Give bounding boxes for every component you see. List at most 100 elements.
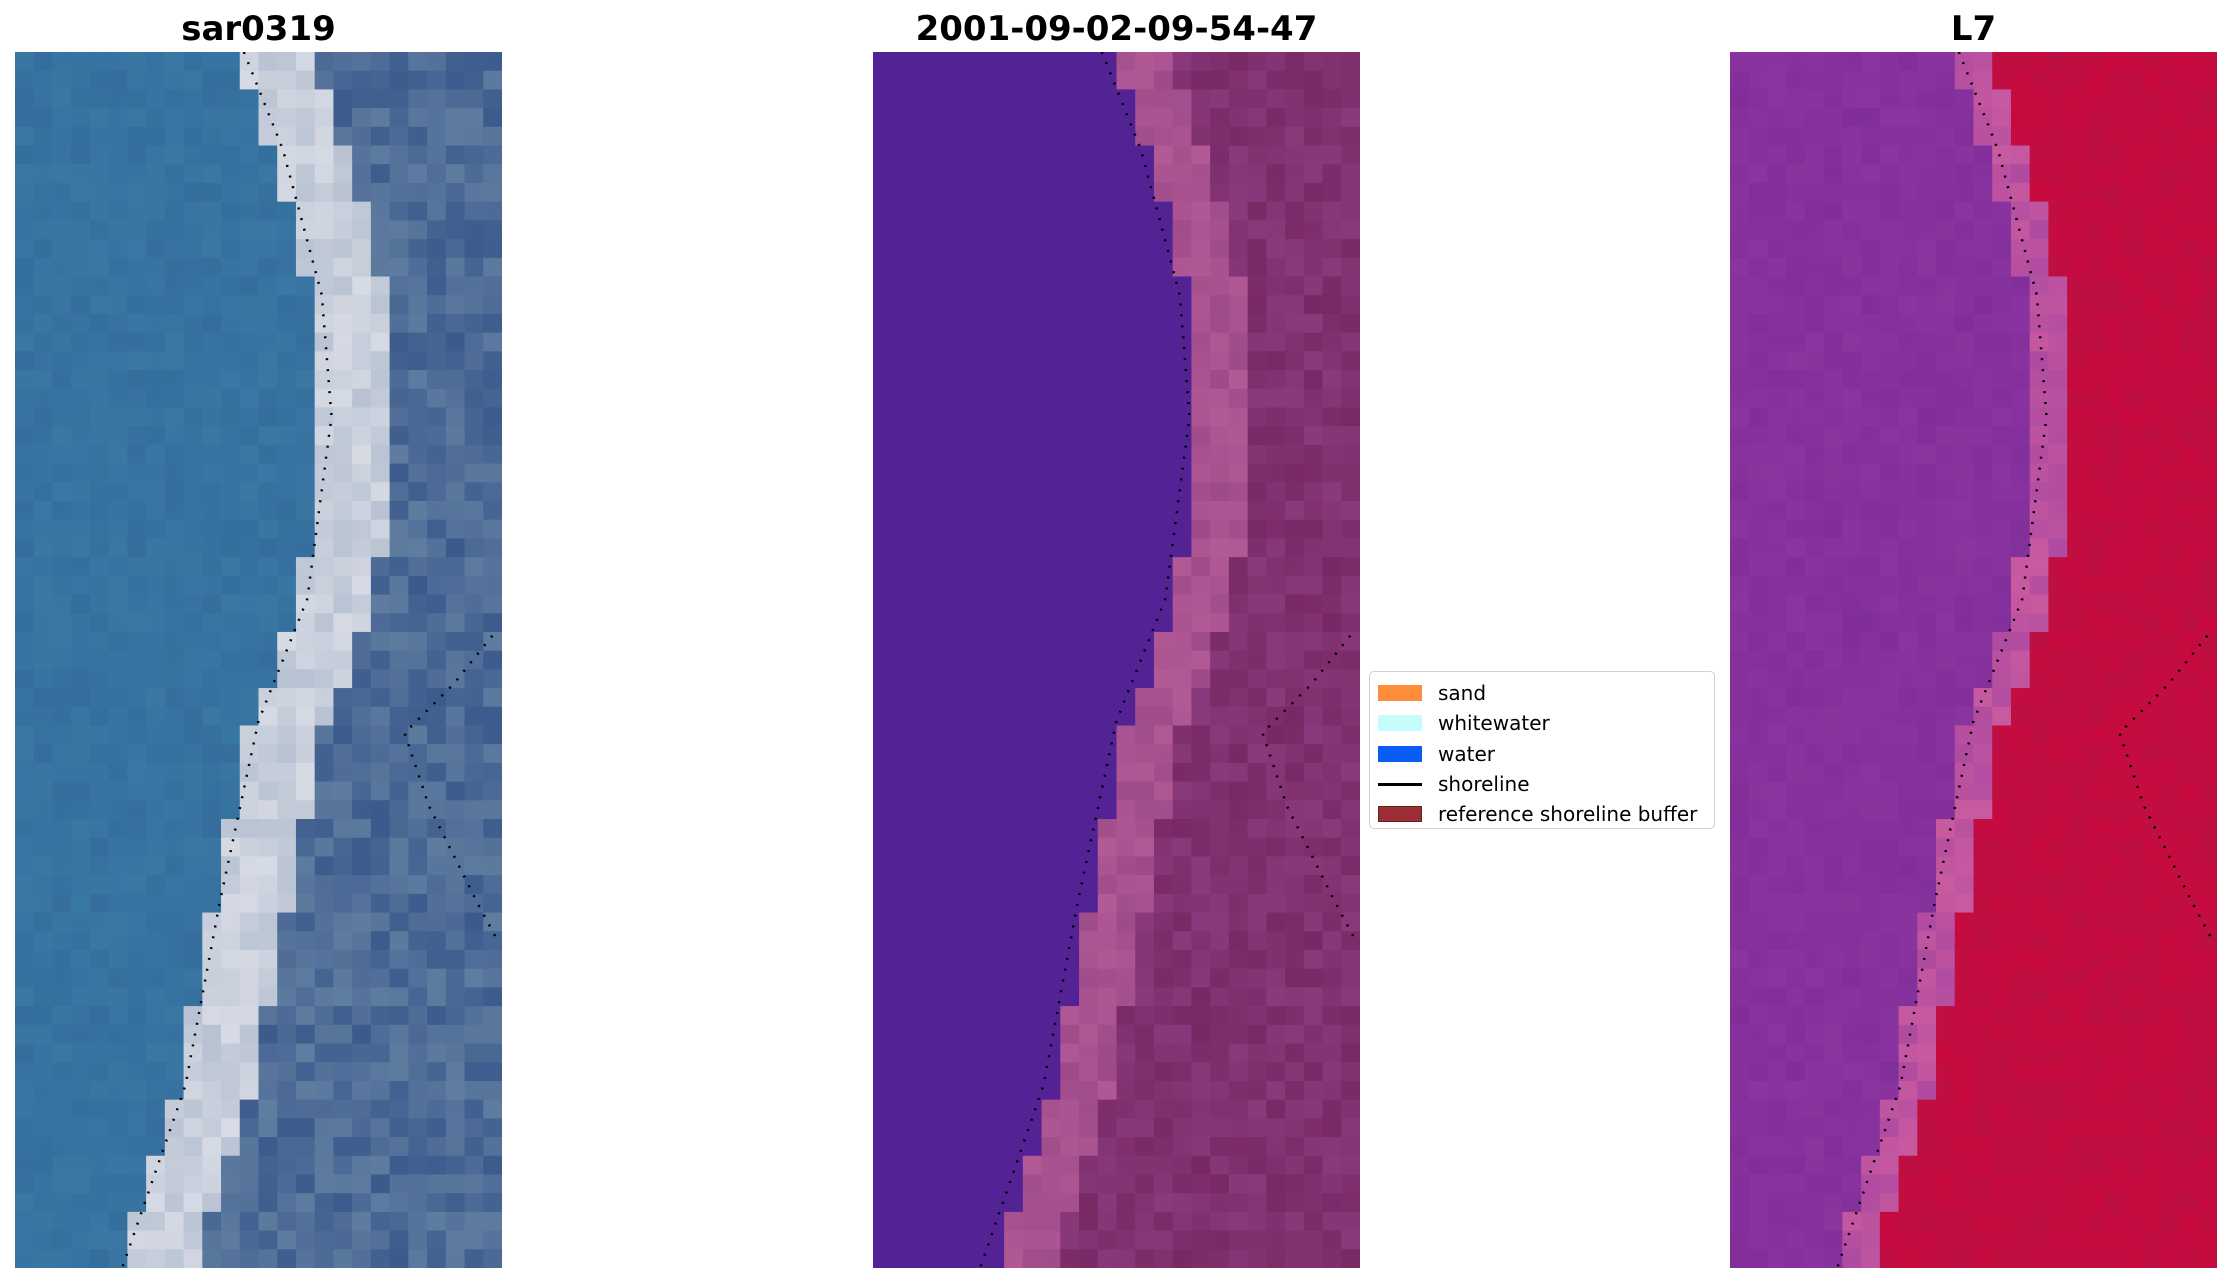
class-pixel	[1341, 145, 1360, 165]
mndwi-pixel	[2048, 257, 2068, 278]
mndwi-pixel	[2123, 762, 2143, 783]
class-pixel	[929, 1137, 949, 1157]
rgb-pixel	[71, 201, 91, 221]
class-pixel	[910, 108, 930, 128]
class-pixel	[1210, 1099, 1230, 1119]
class-pixel	[1266, 370, 1286, 390]
mndwi-pixel	[2010, 744, 2031, 764]
rgb-pixel	[258, 688, 278, 708]
class-pixel	[1041, 108, 1061, 128]
class-pixel	[1022, 912, 1043, 932]
class-pixel	[1097, 893, 1118, 914]
class-pixel	[1285, 744, 1305, 764]
class-pixel	[1210, 706, 1230, 727]
class-pixel	[1322, 1043, 1342, 1063]
rgb-pixel	[146, 52, 166, 72]
rgb-pixel	[108, 819, 128, 839]
class-pixel	[1004, 276, 1024, 296]
class-pixel	[1341, 669, 1360, 689]
class-pixel	[1060, 1118, 1080, 1138]
class-pixel	[1210, 126, 1230, 147]
rgb-pixel	[146, 912, 166, 932]
rgb-pixel	[52, 781, 72, 801]
class-pixel	[1135, 819, 1155, 839]
mndwi-pixel	[1954, 1155, 1975, 1176]
mndwi-pixel	[1898, 837, 1918, 858]
mndwi-pixel	[1973, 1006, 1993, 1026]
class-pixel	[1285, 444, 1305, 465]
rgb-pixel	[464, 164, 484, 184]
rgb-pixel	[15, 987, 35, 1007]
class-pixel	[873, 631, 893, 652]
rgb-pixel	[15, 1137, 35, 1157]
rgb-pixel	[146, 313, 166, 334]
rgb-pixel	[202, 893, 222, 914]
mndwi-pixel	[1898, 164, 1918, 184]
rgb-pixel	[239, 594, 260, 614]
mndwi-pixel	[2085, 744, 2106, 764]
class-pixel	[1266, 949, 1286, 970]
class-pixel	[1135, 538, 1155, 558]
mndwi-pixel	[1992, 313, 2012, 334]
mndwi-pixel	[2160, 575, 2181, 596]
class-pixel	[1172, 1174, 1193, 1194]
class-pixel	[1228, 800, 1249, 820]
class-pixel	[985, 388, 1005, 409]
rgb-pixel	[370, 837, 391, 858]
mndwi-pixel	[1954, 1099, 1975, 1119]
class-pixel	[1135, 89, 1155, 109]
class-pixel	[1153, 351, 1174, 371]
mndwi-pixel	[2142, 332, 2162, 352]
class-pixel	[910, 575, 930, 596]
mndwi-pixel	[2198, 444, 2217, 465]
rgb-pixel	[408, 1062, 428, 1082]
mndwi-pixel	[1861, 912, 1881, 932]
class-pixel	[1228, 650, 1249, 670]
rgb-pixel	[427, 837, 447, 858]
rgb-pixel	[277, 220, 297, 240]
rgb-pixel	[221, 239, 241, 259]
class-pixel	[1285, 295, 1305, 315]
rgb-pixel	[277, 1024, 297, 1045]
rgb-pixel	[89, 1118, 110, 1138]
mndwi-pixel	[1861, 1137, 1881, 1157]
mndwi-pixel	[1861, 295, 1881, 315]
rgb-pixel	[314, 1155, 335, 1176]
mndwi-pixel	[1842, 1137, 1862, 1157]
mndwi-pixel	[1823, 257, 1843, 278]
class-pixel	[1285, 575, 1305, 596]
class-pixel	[1191, 949, 1211, 970]
rgb-pixel	[164, 987, 185, 1007]
rgb-pixel	[164, 426, 185, 446]
class-pixel	[1041, 1211, 1061, 1232]
class-pixel	[1079, 538, 1099, 558]
rgb-pixel	[370, 781, 391, 801]
mndwi-pixel	[2010, 688, 2031, 708]
mndwi-pixel	[2104, 370, 2124, 390]
mndwi-pixel	[2198, 762, 2217, 783]
mndwi-pixel	[2104, 744, 2124, 764]
rgb-pixel	[202, 1118, 222, 1138]
mndwi-pixel	[2010, 893, 2031, 914]
rgb-pixel	[52, 407, 72, 427]
rgb-pixel	[52, 912, 72, 932]
rgb-pixel	[277, 594, 297, 614]
class-pixel	[1266, 1080, 1286, 1101]
mndwi-pixel	[1748, 669, 1769, 689]
class-pixel	[1079, 819, 1099, 839]
mndwi-pixel	[2160, 1193, 2181, 1213]
rgb-pixel	[202, 1080, 222, 1101]
class-pixel	[1266, 388, 1286, 409]
class-pixel	[1060, 557, 1080, 577]
mndwi-pixel	[1823, 1099, 1843, 1119]
mndwi-pixel	[2123, 52, 2143, 72]
class-pixel	[966, 631, 986, 652]
class-pixel	[1004, 444, 1024, 465]
class-pixel	[873, 70, 893, 91]
rgb-pixel	[146, 1230, 166, 1250]
mndwi-pixel	[2160, 70, 2181, 91]
rgb-pixel	[239, 89, 260, 109]
mndwi-pixel	[2067, 594, 2087, 614]
class-pixel	[1004, 781, 1024, 801]
rgb-pixel	[108, 313, 128, 334]
